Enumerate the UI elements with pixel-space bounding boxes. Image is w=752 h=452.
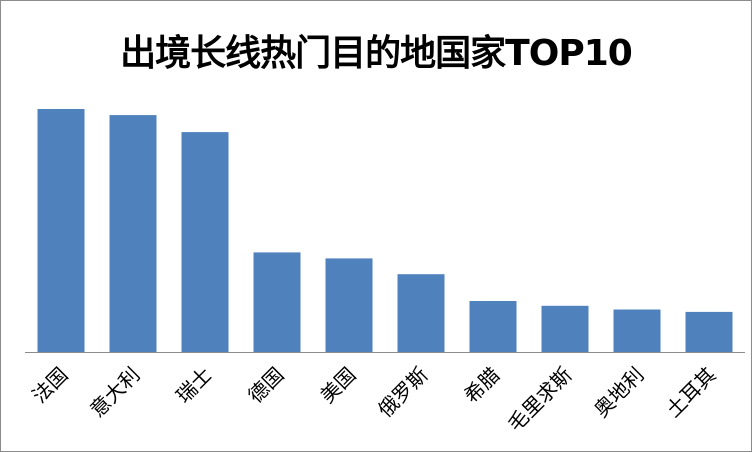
category-label-8: 奥地利 — [589, 363, 648, 422]
bars-group — [37, 109, 733, 352]
bar-7 — [541, 305, 589, 352]
bar-8 — [613, 309, 661, 352]
bar-9 — [685, 311, 733, 352]
chart-title: 出境长线热门目的地国家TOP10 — [120, 33, 633, 74]
bar-2 — [181, 132, 229, 352]
bar-1 — [109, 115, 157, 352]
category-label-5: 俄罗斯 — [373, 363, 432, 422]
category-label-3: 德国 — [243, 363, 288, 408]
category-label-4: 美国 — [315, 363, 360, 408]
category-label-9: 土耳其 — [661, 363, 720, 422]
bar-3 — [253, 252, 301, 352]
bar-6 — [469, 301, 517, 352]
category-label-2: 瑞士 — [171, 363, 216, 408]
category-label-0: 法国 — [27, 363, 72, 408]
category-label-7: 毛里求斯 — [503, 363, 577, 437]
category-label-6: 希腊 — [459, 363, 504, 408]
bar-5 — [397, 274, 445, 352]
bar-4 — [325, 258, 373, 352]
category-label-1: 意大利 — [85, 363, 144, 422]
bar-0 — [37, 109, 85, 352]
